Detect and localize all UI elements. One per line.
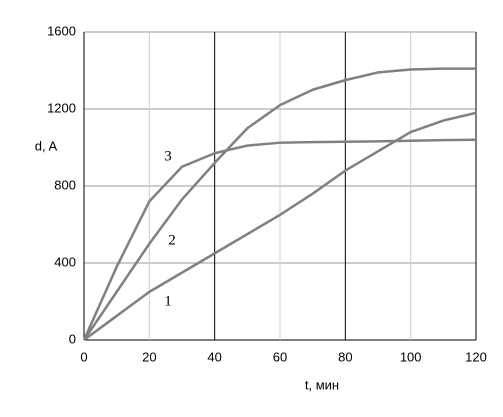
y-tick-label: 0 bbox=[69, 331, 76, 346]
line bbox=[82, 67, 476, 341]
series-label: 1 bbox=[164, 293, 172, 309]
y-tick-label: 400 bbox=[54, 254, 76, 269]
x-tick-label: 40 bbox=[207, 349, 221, 364]
series-label: 2 bbox=[168, 232, 176, 248]
x-tick-label: 100 bbox=[400, 349, 422, 364]
x-axis-label: t, мин bbox=[305, 377, 339, 392]
y-tick-label: 1600 bbox=[47, 23, 76, 38]
x-tick-label: 80 bbox=[338, 349, 352, 364]
y-tick-label: 800 bbox=[54, 177, 76, 192]
series-label: 3 bbox=[164, 148, 172, 164]
x-tick-label: 60 bbox=[273, 349, 287, 364]
line bbox=[82, 138, 477, 341]
y-tick-label: 1200 bbox=[47, 100, 76, 115]
y-axis-label: d, A bbox=[35, 138, 58, 153]
x-tick-label: 120 bbox=[465, 349, 487, 364]
x-tick-label: 20 bbox=[142, 349, 156, 364]
x-tick-label: 0 bbox=[80, 349, 87, 364]
line bbox=[83, 111, 477, 342]
